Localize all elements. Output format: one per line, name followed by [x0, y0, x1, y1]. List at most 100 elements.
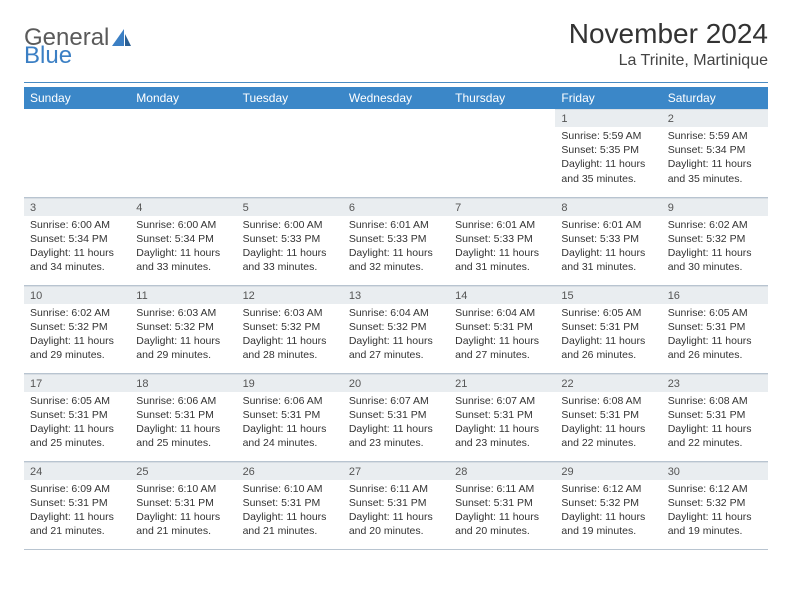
day-number: 2	[662, 109, 768, 127]
day-dl2: and 31 minutes.	[455, 260, 549, 274]
day-sr: Sunrise: 6:05 AM	[561, 306, 655, 320]
calendar-cell: 27Sunrise: 6:11 AMSunset: 5:31 PMDayligh…	[343, 461, 449, 549]
day-sr: Sunrise: 6:09 AM	[30, 482, 124, 496]
day-dl1: Daylight: 11 hours	[243, 334, 337, 348]
day-dl2: and 25 minutes.	[136, 436, 230, 450]
day-sr: Sunrise: 6:00 AM	[30, 218, 124, 232]
calendar-cell: 11Sunrise: 6:03 AMSunset: 5:32 PMDayligh…	[130, 285, 236, 373]
day-ss: Sunset: 5:35 PM	[561, 143, 655, 157]
weekday-thursday: Thursday	[449, 87, 555, 109]
day-ss: Sunset: 5:34 PM	[136, 232, 230, 246]
day-number: 6	[343, 198, 449, 216]
day-number: 15	[555, 286, 661, 304]
day-dl2: and 21 minutes.	[30, 524, 124, 538]
day-dl2: and 27 minutes.	[349, 348, 443, 362]
day-body: Sunrise: 6:12 AMSunset: 5:32 PMDaylight:…	[662, 480, 768, 543]
day-dl1: Daylight: 11 hours	[136, 334, 230, 348]
day-dl1: Daylight: 11 hours	[349, 246, 443, 260]
day-dl1: Daylight: 11 hours	[30, 246, 124, 260]
weekday-wednesday: Wednesday	[343, 87, 449, 109]
calendar-table: Sunday Monday Tuesday Wednesday Thursday…	[24, 87, 768, 550]
day-body: Sunrise: 6:03 AMSunset: 5:32 PMDaylight:…	[237, 304, 343, 367]
day-body: Sunrise: 5:59 AMSunset: 5:34 PMDaylight:…	[662, 127, 768, 190]
day-ss: Sunset: 5:31 PM	[136, 408, 230, 422]
day-dl1: Daylight: 11 hours	[455, 246, 549, 260]
day-dl1: Daylight: 11 hours	[561, 246, 655, 260]
weekday-friday: Friday	[555, 87, 661, 109]
day-body: Sunrise: 6:01 AMSunset: 5:33 PMDaylight:…	[555, 216, 661, 279]
day-body: Sunrise: 6:08 AMSunset: 5:31 PMDaylight:…	[662, 392, 768, 455]
day-sr: Sunrise: 5:59 AM	[561, 129, 655, 143]
calendar-cell: 24Sunrise: 6:09 AMSunset: 5:31 PMDayligh…	[24, 461, 130, 549]
day-number: 26	[237, 462, 343, 480]
day-dl1: Daylight: 11 hours	[136, 246, 230, 260]
day-number: 20	[343, 374, 449, 392]
day-dl1: Daylight: 11 hours	[668, 157, 762, 171]
calendar-cell	[130, 109, 236, 197]
divider	[24, 82, 768, 83]
calendar-cell: 26Sunrise: 6:10 AMSunset: 5:31 PMDayligh…	[237, 461, 343, 549]
day-dl2: and 28 minutes.	[243, 348, 337, 362]
day-number: 19	[237, 374, 343, 392]
day-dl1: Daylight: 11 hours	[455, 510, 549, 524]
day-ss: Sunset: 5:33 PM	[243, 232, 337, 246]
day-number: 22	[555, 374, 661, 392]
day-body: Sunrise: 6:00 AMSunset: 5:34 PMDaylight:…	[24, 216, 130, 279]
day-number: 13	[343, 286, 449, 304]
day-dl1: Daylight: 11 hours	[30, 334, 124, 348]
calendar-cell: 17Sunrise: 6:05 AMSunset: 5:31 PMDayligh…	[24, 373, 130, 461]
calendar-cell	[449, 109, 555, 197]
day-body: Sunrise: 5:59 AMSunset: 5:35 PMDaylight:…	[555, 127, 661, 190]
day-dl2: and 31 minutes.	[561, 260, 655, 274]
day-dl1: Daylight: 11 hours	[561, 422, 655, 436]
day-ss: Sunset: 5:31 PM	[668, 320, 762, 334]
day-dl2: and 22 minutes.	[668, 436, 762, 450]
calendar-cell: 16Sunrise: 6:05 AMSunset: 5:31 PMDayligh…	[662, 285, 768, 373]
day-dl2: and 26 minutes.	[561, 348, 655, 362]
day-body: Sunrise: 6:12 AMSunset: 5:32 PMDaylight:…	[555, 480, 661, 543]
day-ss: Sunset: 5:34 PM	[30, 232, 124, 246]
day-ss: Sunset: 5:32 PM	[136, 320, 230, 334]
calendar-cell: 9Sunrise: 6:02 AMSunset: 5:32 PMDaylight…	[662, 197, 768, 285]
day-sr: Sunrise: 6:10 AM	[243, 482, 337, 496]
day-dl2: and 19 minutes.	[668, 524, 762, 538]
day-dl1: Daylight: 11 hours	[136, 510, 230, 524]
day-dl1: Daylight: 11 hours	[349, 510, 443, 524]
calendar-cell: 18Sunrise: 6:06 AMSunset: 5:31 PMDayligh…	[130, 373, 236, 461]
calendar-cell: 15Sunrise: 6:05 AMSunset: 5:31 PMDayligh…	[555, 285, 661, 373]
day-body: Sunrise: 6:01 AMSunset: 5:33 PMDaylight:…	[343, 216, 449, 279]
day-sr: Sunrise: 6:10 AM	[136, 482, 230, 496]
day-sr: Sunrise: 6:12 AM	[668, 482, 762, 496]
day-dl2: and 20 minutes.	[455, 524, 549, 538]
day-dl1: Daylight: 11 hours	[136, 422, 230, 436]
calendar-cell: 19Sunrise: 6:06 AMSunset: 5:31 PMDayligh…	[237, 373, 343, 461]
day-body: Sunrise: 6:08 AMSunset: 5:31 PMDaylight:…	[555, 392, 661, 455]
calendar-cell: 22Sunrise: 6:08 AMSunset: 5:31 PMDayligh…	[555, 373, 661, 461]
day-ss: Sunset: 5:32 PM	[561, 496, 655, 510]
calendar-cell: 10Sunrise: 6:02 AMSunset: 5:32 PMDayligh…	[24, 285, 130, 373]
weekday-saturday: Saturday	[662, 87, 768, 109]
day-sr: Sunrise: 6:05 AM	[30, 394, 124, 408]
day-ss: Sunset: 5:32 PM	[243, 320, 337, 334]
day-ss: Sunset: 5:32 PM	[668, 232, 762, 246]
day-ss: Sunset: 5:31 PM	[349, 408, 443, 422]
day-number: 27	[343, 462, 449, 480]
day-body: Sunrise: 6:07 AMSunset: 5:31 PMDaylight:…	[449, 392, 555, 455]
day-body: Sunrise: 6:05 AMSunset: 5:31 PMDaylight:…	[662, 304, 768, 367]
day-number: 4	[130, 198, 236, 216]
day-dl1: Daylight: 11 hours	[455, 422, 549, 436]
day-sr: Sunrise: 6:07 AM	[455, 394, 549, 408]
calendar-cell: 12Sunrise: 6:03 AMSunset: 5:32 PMDayligh…	[237, 285, 343, 373]
day-body: Sunrise: 6:04 AMSunset: 5:32 PMDaylight:…	[343, 304, 449, 367]
day-ss: Sunset: 5:31 PM	[561, 408, 655, 422]
day-dl1: Daylight: 11 hours	[349, 334, 443, 348]
day-dl2: and 29 minutes.	[136, 348, 230, 362]
day-ss: Sunset: 5:33 PM	[455, 232, 549, 246]
calendar-row: 24Sunrise: 6:09 AMSunset: 5:31 PMDayligh…	[24, 461, 768, 549]
day-body: Sunrise: 6:06 AMSunset: 5:31 PMDaylight:…	[130, 392, 236, 455]
day-ss: Sunset: 5:34 PM	[668, 143, 762, 157]
day-sr: Sunrise: 6:11 AM	[455, 482, 549, 496]
day-sr: Sunrise: 6:03 AM	[243, 306, 337, 320]
day-dl2: and 32 minutes.	[349, 260, 443, 274]
day-ss: Sunset: 5:33 PM	[561, 232, 655, 246]
